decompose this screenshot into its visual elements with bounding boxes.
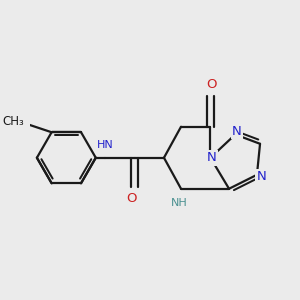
Text: N: N xyxy=(257,170,266,183)
Text: O: O xyxy=(207,78,217,91)
Text: HN: HN xyxy=(97,140,113,150)
Text: CH₃: CH₃ xyxy=(2,115,24,128)
Text: NH: NH xyxy=(171,198,188,208)
Text: O: O xyxy=(126,192,137,205)
Text: N: N xyxy=(232,125,242,138)
Text: N: N xyxy=(207,151,217,164)
